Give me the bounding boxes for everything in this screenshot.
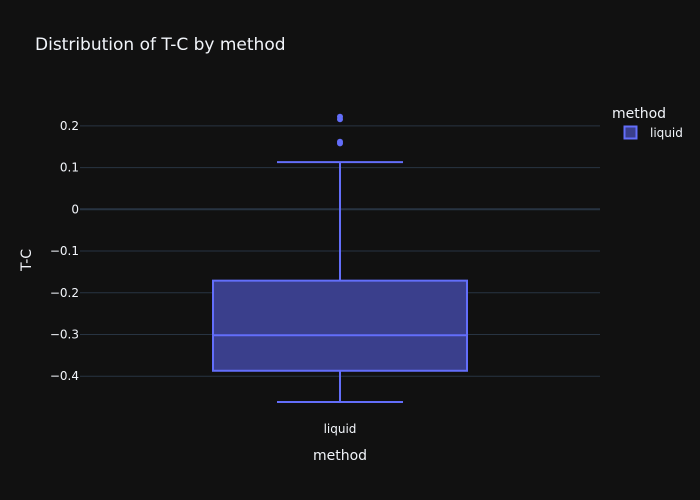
box-liquid[interactable] [212,113,468,404]
y-tick-label: 0 [71,202,79,216]
x-tick-label: liquid [324,422,357,436]
x-axis-title: method [313,448,367,464]
y-tick-label: 0.1 [60,161,79,175]
x-tick-labels: liquid [324,422,357,436]
box-plot[interactable] [212,113,468,404]
iqr-box[interactable] [212,279,468,372]
y-tick-labels: 0.2 0.1 0 −0.1 −0.2 −0.3 −0.4 [50,119,79,383]
y-axis-title: T-C [19,249,35,272]
legend: method liquid [612,106,683,140]
outlier-point[interactable] [337,140,343,147]
y-tick-label: −0.4 [50,369,79,383]
legend-swatch [623,125,638,140]
y-tick-label: −0.2 [50,286,79,300]
legend-title: method [612,106,666,122]
y-tick-label: 0.2 [60,119,79,133]
outlier-point[interactable] [337,116,343,123]
legend-item-liquid[interactable]: liquid [623,125,683,140]
legend-label: liquid [650,126,683,140]
y-tick-label: −0.3 [50,327,79,341]
y-tick-label: −0.1 [50,244,79,258]
chart-title: Distribution of T-C by method [35,35,286,55]
